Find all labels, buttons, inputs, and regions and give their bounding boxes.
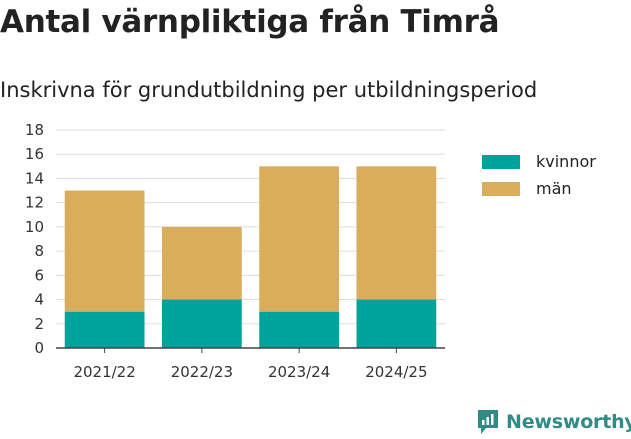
y-tick-label: 4: [34, 291, 44, 309]
y-tick-label: 16: [25, 145, 44, 163]
legend: kvinnor män: [482, 148, 596, 202]
bar-kvinnor: [356, 299, 437, 348]
legend-label-man: män: [536, 179, 572, 198]
y-tick-label: 10: [25, 218, 44, 236]
chart-subtitle: Inskrivna för grundutbildning per utbild…: [0, 78, 538, 102]
bar-kvinnor: [64, 311, 145, 348]
legend-item-kvinnor: kvinnor: [482, 148, 596, 175]
chart-title: Antal värnpliktiga från Timrå: [0, 4, 500, 40]
bar-man: [259, 166, 339, 312]
newsworthy-logo-icon: [478, 410, 498, 434]
legend-swatch-kvinnor: [482, 154, 520, 169]
brand-name: Newsworthy: [506, 411, 631, 433]
bar-kvinnor: [259, 311, 339, 348]
bar-kvinnor: [162, 299, 242, 348]
legend-swatch-man: [482, 181, 520, 196]
bar-man: [162, 226, 242, 300]
y-tick-label: 14: [25, 169, 44, 187]
y-tick-label: 12: [25, 194, 44, 212]
y-tick-label: 6: [34, 266, 44, 284]
x-tick-label: 2021/22: [73, 363, 135, 381]
y-tick-label: 8: [34, 242, 44, 260]
y-tick-label: 0: [34, 339, 44, 357]
legend-label-kvinnor: kvinnor: [536, 152, 596, 171]
x-tick-label: 2022/23: [171, 363, 233, 381]
brand-logo[interactable]: Newsworthy: [476, 408, 631, 436]
bar-man: [356, 166, 437, 300]
legend-item-man: män: [482, 175, 596, 202]
y-tick-label: 2: [34, 315, 44, 333]
x-tick-label: 2024/25: [365, 363, 427, 381]
bar-man: [64, 190, 145, 312]
x-tick-label: 2023/24: [268, 363, 330, 381]
y-tick-label: 18: [25, 121, 44, 139]
